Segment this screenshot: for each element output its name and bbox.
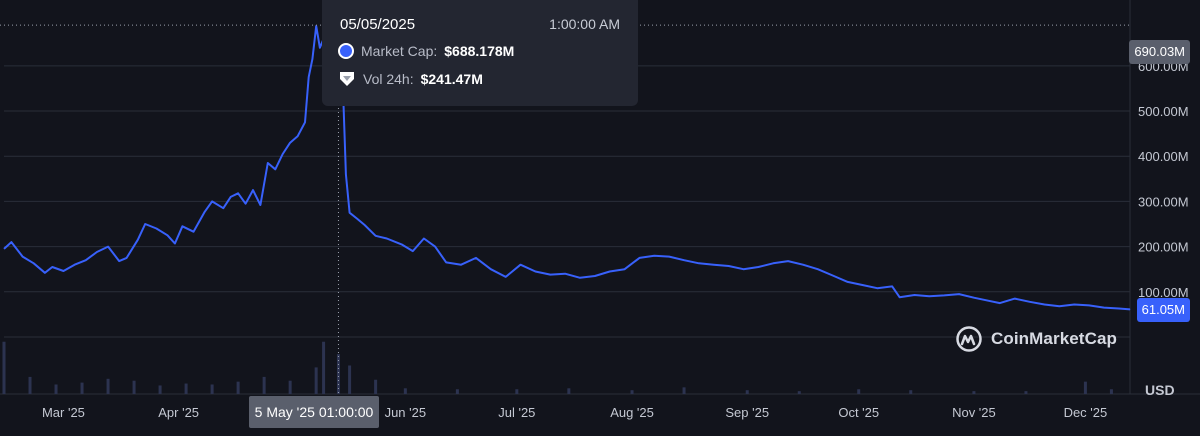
- x-tick-label: Aug '25: [610, 405, 654, 420]
- y-tick-label: 200.00M: [1138, 240, 1189, 255]
- volume-bar: [288, 380, 292, 394]
- volume-bar: [2, 341, 6, 394]
- hover-price-tag: 690.03M: [1129, 40, 1190, 64]
- volume-bar: [455, 389, 459, 394]
- volume-bar: [745, 390, 749, 394]
- volume-bar: [348, 365, 352, 394]
- volume-bar: [1024, 391, 1028, 394]
- y-tick-label: 500.00M: [1138, 104, 1189, 119]
- x-tick-label: Mar '25: [42, 405, 85, 420]
- volume-bar: [132, 380, 136, 394]
- tooltip-volume-value: $241.47M: [420, 71, 483, 87]
- tooltip-volume-label: Vol 24h:: [363, 71, 414, 87]
- volume-bar: [54, 384, 58, 394]
- volume-bar: [314, 367, 318, 394]
- tooltip-market-cap-label: Market Cap:: [361, 43, 438, 59]
- volume-bar: [374, 379, 378, 394]
- volume-bar: [158, 385, 162, 394]
- hover-date-tag: 5 May '25 01:00:00: [249, 396, 379, 428]
- volume-bar: [322, 341, 326, 394]
- volume-bar: [28, 376, 32, 394]
- volume-bar: [236, 381, 240, 394]
- tooltip-time: 1:00:00 AM: [549, 16, 620, 32]
- volume-bar: [972, 391, 976, 394]
- x-tick-label: Jun '25: [385, 405, 427, 420]
- tooltip-market-cap-value: $688.178M: [444, 43, 515, 59]
- x-tick-label: Dec '25: [1064, 405, 1108, 420]
- volume-bar: [797, 391, 801, 394]
- volume-bar: [630, 390, 634, 394]
- volume-bar: [336, 354, 340, 394]
- volume-bar: [1109, 389, 1113, 394]
- y-tick-label: 300.00M: [1138, 194, 1189, 209]
- x-tick-label: Nov '25: [952, 405, 996, 420]
- volume-bar: [857, 389, 861, 394]
- volume-bar: [262, 376, 266, 394]
- current-price-tag: 61.05M: [1136, 298, 1190, 322]
- volume-bar: [567, 388, 571, 394]
- tooltip-market-cap-row: Market Cap: $688.178M: [338, 43, 514, 59]
- volume-bar: [210, 384, 214, 394]
- coinmarketcap-logo-icon: [956, 326, 982, 352]
- volume-bar: [1083, 381, 1087, 394]
- volume-bar: [403, 388, 407, 394]
- market-cap-series-line: [3, 25, 1131, 311]
- y-tick-label: 400.00M: [1138, 149, 1189, 164]
- watermark-text: CoinMarketCap: [991, 329, 1117, 348]
- hover-tooltip: 05/05/2025 1:00:00 AM Market Cap: $688.1…: [322, 0, 638, 106]
- volume-bar: [515, 389, 519, 394]
- market-cap-dot-icon: [338, 43, 354, 59]
- volume-bar: [184, 383, 188, 394]
- volume-bar: [682, 387, 686, 394]
- volume-bar: [106, 378, 110, 394]
- coinmarketcap-watermark: CoinMarketCap: [955, 325, 1117, 353]
- volume-bar: [80, 382, 84, 394]
- volume-bar: [909, 390, 913, 394]
- x-tick-label: Oct '25: [838, 405, 879, 420]
- x-tick-label: Jul '25: [498, 405, 535, 420]
- y-tick-label: 100.00M: [1138, 285, 1189, 300]
- x-tick-label: Apr '25: [158, 405, 199, 420]
- tooltip-volume-row: Vol 24h: $241.47M: [338, 70, 483, 88]
- tooltip-date: 05/05/2025: [340, 16, 416, 33]
- x-tick-label: Sep '25: [725, 405, 769, 420]
- volume-shield-icon: [340, 72, 354, 86]
- currency-label: USD: [1145, 382, 1175, 398]
